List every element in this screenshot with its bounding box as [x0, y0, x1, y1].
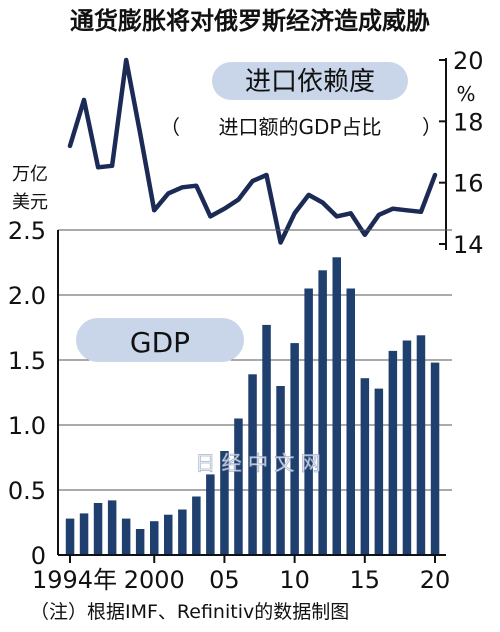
- gdp-bar: [416, 335, 426, 555]
- gdp-bar: [150, 521, 159, 555]
- gdp-bar: [262, 324, 271, 555]
- line-y-tick-label: 16: [453, 170, 484, 198]
- gdp-bars: [65, 257, 440, 555]
- gdp-x-tick-label: 2000: [124, 566, 185, 594]
- line-y-tick-label: 14: [453, 231, 484, 259]
- gdp-bar: [332, 257, 341, 555]
- gdp-x-tick-label: 15: [350, 566, 381, 594]
- line-y-tick-label: 18: [453, 108, 484, 136]
- import-dependence-pill: [212, 62, 408, 100]
- gdp-bar: [304, 288, 313, 555]
- line-y-unit: %: [456, 82, 475, 106]
- gdp-bar: [93, 503, 103, 555]
- gdp-x-tick-label: 05: [209, 566, 240, 594]
- gdp-y-tick-label: 0: [31, 542, 46, 570]
- gdp-bar: [79, 513, 89, 555]
- gdp-bar: [234, 418, 243, 555]
- import-dependence-line: [67, 57, 438, 245]
- gdp-bar: [220, 451, 229, 555]
- import-share-paren-open: （: [160, 115, 180, 139]
- watermark: 日 经 中 文 网: [195, 451, 320, 475]
- gdp-bar: [388, 350, 398, 555]
- gdp-y-unit-line2: 美元: [12, 192, 48, 213]
- gdp-bar: [178, 509, 187, 555]
- gdp-bar: [65, 518, 75, 555]
- gdp-bar: [206, 474, 215, 555]
- gdp-y-tick-label: 0.5: [8, 477, 46, 505]
- gdp-y-tick-label: 2.0: [8, 282, 46, 310]
- gdp-bar: [318, 270, 327, 555]
- gdp-y-tick-label: 1.5: [8, 347, 46, 375]
- chart-title: 通货膨胀将对俄罗斯经济造成威胁: [70, 7, 430, 35]
- gdp-bar: [402, 340, 412, 555]
- import-dependence-label: 进口依赖度: [245, 67, 375, 97]
- gdp-y-tick-label: 2.5: [8, 217, 46, 245]
- source-note: （注）根据IMF、Refinitiv的数据制图: [30, 601, 349, 623]
- gdp-bar: [346, 288, 355, 555]
- import-share-paren-close: ）: [422, 115, 442, 139]
- gdp-bar: [192, 496, 201, 555]
- import-share-label: 进口额的GDP占比: [219, 115, 382, 139]
- gdp-x-tick-label: 10: [279, 566, 310, 594]
- gdp-bar: [248, 374, 257, 555]
- gdp-bar: [164, 514, 173, 555]
- gdp-x-tick-label: 20: [420, 566, 451, 594]
- gdp-label: GDP: [130, 326, 190, 359]
- line-y-ticks: 14 16 18 20: [439, 47, 484, 259]
- gdp-y-tick-label: 1.0: [8, 412, 46, 440]
- gdp-bar: [276, 386, 285, 555]
- gdp-pill: [76, 318, 244, 362]
- gdp-bar: [290, 343, 299, 555]
- gdp-bar: [135, 529, 145, 555]
- gdp-bar: [374, 388, 384, 555]
- gdp-bar: [430, 362, 440, 555]
- gdp-x-ticks: 1994年 2000 05 10 15 20: [32, 555, 450, 594]
- gdp-bar: [121, 518, 131, 555]
- gdp-x-tick-label: 1994年: [32, 566, 117, 594]
- line-y-tick-label: 20: [453, 47, 484, 75]
- gdp-bar: [360, 378, 370, 555]
- gdp-y-ticks: 0 0.5 1.0 1.5 2.0 2.5: [8, 217, 46, 570]
- gdp-y-unit-line1: 万亿: [12, 164, 48, 185]
- gdp-bar: [107, 500, 117, 555]
